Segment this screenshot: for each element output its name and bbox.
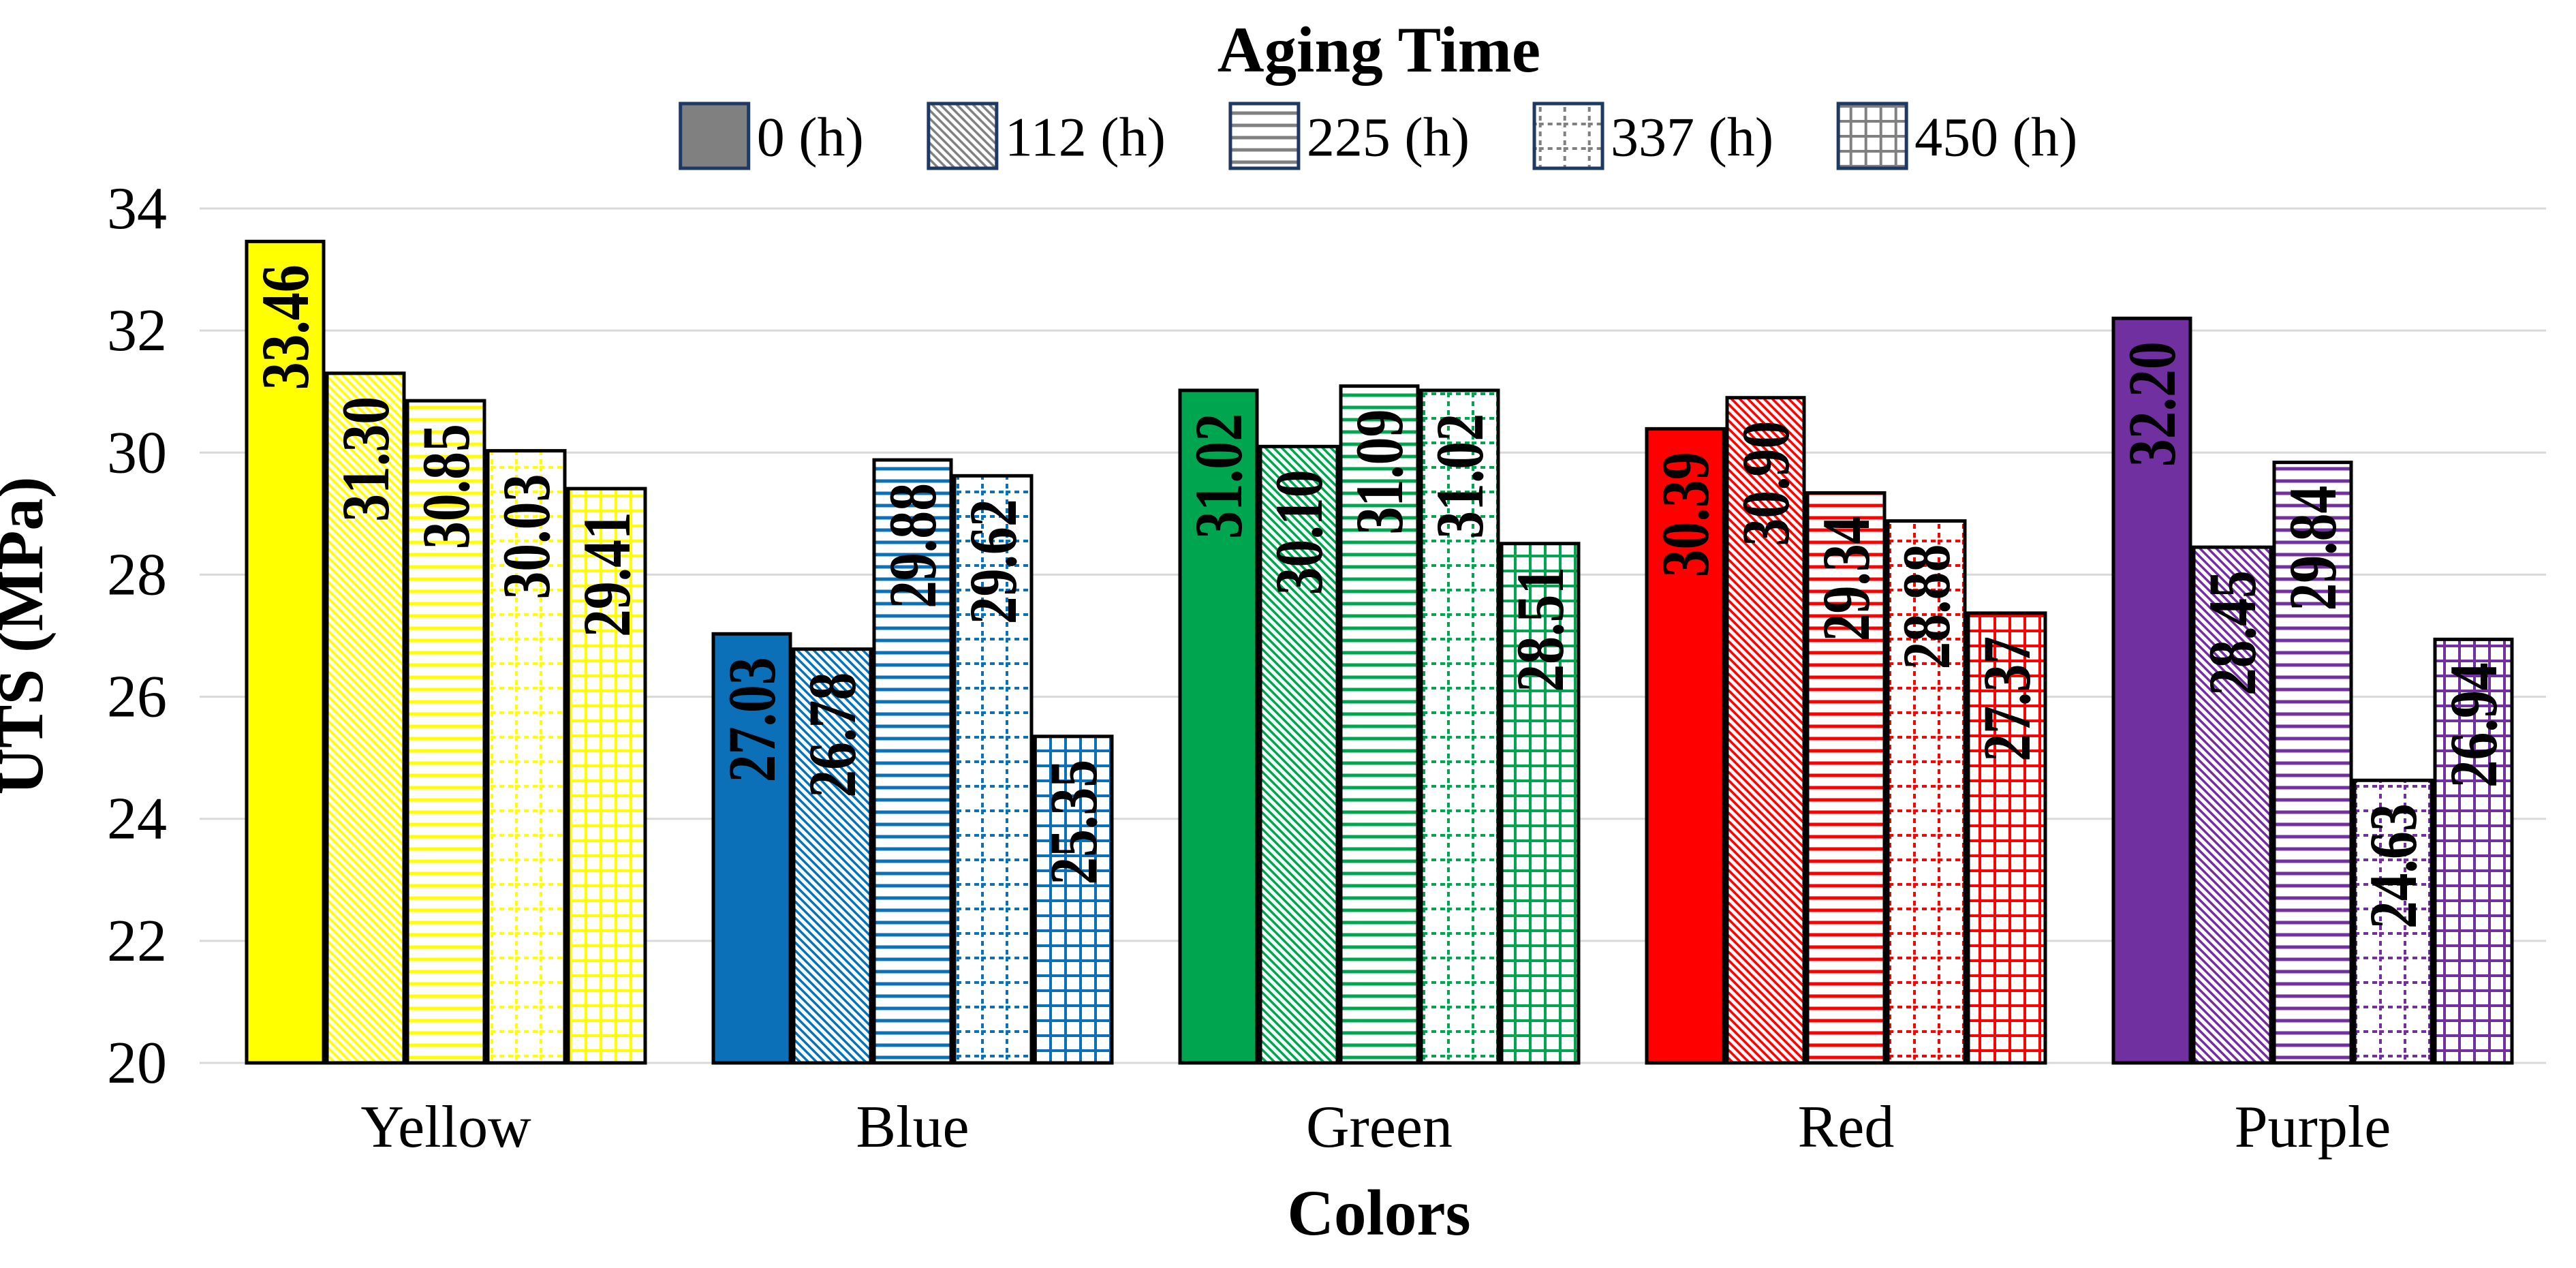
legend-label: 0 (h) [757,106,864,168]
bar-value-label: 31.09 [1341,409,1417,535]
bar-purple-450h [2433,637,2514,1065]
legend-swatch [679,102,751,170]
bar-red-225h [1805,491,1887,1065]
y-axis-title: UTS (MPa) [0,476,57,794]
bar-yellow-337h [486,449,567,1065]
bar-purple-337h [2353,778,2434,1065]
y-tick-label-22: 22 [107,908,167,974]
legend-label: 112 (h) [1005,106,1166,168]
legend-item-337h: 337 (h) [1532,102,1773,170]
legend-item-112h: 112 (h) [927,102,1166,170]
bar-yellow-225h [405,399,486,1065]
bar-value-label: 28.88 [1889,544,1964,670]
bar-value-label: 31.30 [328,397,403,522]
legend-swatch [927,102,999,170]
bar-green-450h [1500,542,1581,1065]
bar-value-label: 27.03 [714,657,790,782]
legend-swatch [1532,102,1604,170]
bar-green-337h [1419,388,1500,1065]
bar-red-450h [1966,611,2047,1065]
y-tick-label-30: 30 [107,420,167,486]
bar-value-label: 31.02 [1181,414,1256,539]
bar-value-label: 29.62 [955,499,1031,624]
legend-label: 225 (h) [1307,106,1470,168]
x-tick-label-yellow: Yellow [360,1094,531,1160]
bar-value-label: 30.39 [1647,452,1723,577]
bar-green-225h [1339,384,1420,1065]
y-tick-label-28: 28 [107,542,167,608]
bar-blue-450h [1033,734,1114,1065]
bar-value-label: 32.20 [2114,341,2190,467]
bar-value-label: 30.03 [488,474,564,600]
x-axis-category-labels: Yellow Blue Green Red Purple [360,1094,2391,1160]
bar-blue-337h [952,474,1034,1065]
bar-red-112h [1725,396,1806,1065]
bar-value-label: 30.85 [408,424,484,549]
bar-value-label: 29.34 [1808,516,1884,641]
bar-purple-0h [2111,316,2192,1065]
legend-swatch [1228,102,1301,170]
legend-item-0h: 0 (h) [679,102,864,170]
chart-title: Aging Time [1217,14,1540,86]
y-tick-label-20: 20 [107,1030,167,1096]
bar-value-label: 26.94 [2436,662,2511,788]
bar-value-label: 33.46 [247,264,323,390]
bar-value-label: 31.02 [1422,414,1498,539]
bar-value-label: 29.41 [569,512,645,637]
legend-item-450h: 450 (h) [1836,102,2077,170]
x-tick-label-purple: Purple [2235,1094,2391,1160]
legend-item-225h: 225 (h) [1228,102,1470,170]
y-tick-label-34: 34 [107,176,167,242]
bar-blue-0h [711,632,792,1065]
bar-green-0h [1178,388,1259,1065]
bar-red-0h [1645,427,1726,1065]
legend-label: 450 (h) [1914,106,2077,168]
bar-value-label: 29.84 [2275,486,2350,611]
legend-swatch [1836,102,1908,170]
bar-green-112h [1258,444,1339,1065]
bar-red-337h [1886,519,1967,1065]
bar-purple-225h [2272,461,2353,1065]
y-tick-label-32: 32 [107,298,167,364]
bar-value-label: 29.88 [875,483,950,608]
bar-value-label: 30.10 [1261,469,1337,595]
bar-value-label: 28.51 [1502,567,1578,692]
bar-value-label: 30.90 [1728,421,1803,546]
bar-blue-225h [872,458,953,1065]
bar-blue-112h [792,647,873,1065]
bar-value-label: 28.45 [2194,570,2270,696]
legend: 0 (h) 112 (h) 225 (h) 337 (h) 450 (h) [679,102,2077,170]
y-tick-label-26: 26 [107,664,167,730]
bar-yellow-0h [245,239,326,1065]
x-axis-title: Colors [1287,1177,1470,1249]
bar-value-label: 24.63 [2355,803,2431,929]
x-tick-label-green: Green [1306,1094,1453,1160]
bar-yellow-450h [566,486,647,1065]
y-tick-label-24: 24 [107,786,167,852]
bar-purple-112h [2192,545,2273,1065]
bar-value-label: 27.37 [1969,636,2045,762]
bar-value-label: 25.35 [1036,760,1111,885]
x-tick-label-blue: Blue [856,1094,969,1160]
y-axis-tick-labels: 34 32 30 28 26 24 22 20 [107,176,167,1096]
bar-yellow-112h [325,371,406,1065]
bar-value-label: 26.78 [794,672,870,798]
x-tick-label-red: Red [1798,1094,1895,1160]
legend-label: 337 (h) [1611,106,1773,168]
